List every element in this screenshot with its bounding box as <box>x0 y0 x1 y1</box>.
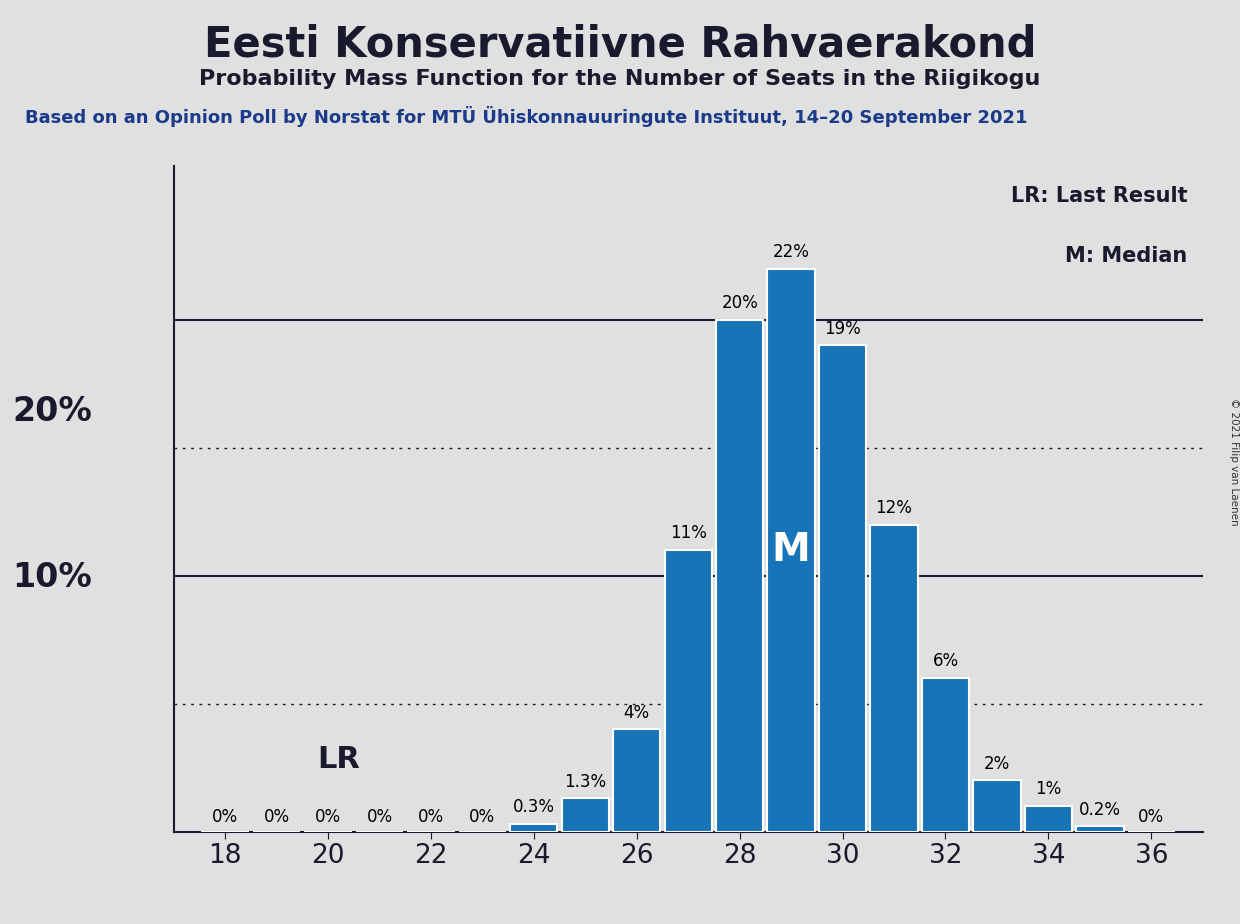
Text: 0%: 0% <box>469 808 496 826</box>
Text: 0%: 0% <box>366 808 393 826</box>
Bar <box>613 729 661 832</box>
Text: 0%: 0% <box>418 808 444 826</box>
Text: 0%: 0% <box>1138 808 1164 826</box>
Text: LR: LR <box>317 746 360 774</box>
Bar <box>1024 806 1073 832</box>
Bar <box>1076 826 1123 832</box>
Text: © 2021 Filip van Laenen: © 2021 Filip van Laenen <box>1229 398 1239 526</box>
Bar <box>973 781 1021 832</box>
Bar <box>510 824 558 832</box>
Bar <box>921 678 970 832</box>
Text: 4%: 4% <box>624 703 650 722</box>
Text: M: M <box>771 531 811 569</box>
Text: 0%: 0% <box>212 808 238 826</box>
Text: 6%: 6% <box>932 652 959 671</box>
Text: 11%: 11% <box>670 525 707 542</box>
Text: M: Median: M: Median <box>1065 246 1188 266</box>
Text: 0.3%: 0.3% <box>513 798 554 816</box>
Text: 22%: 22% <box>773 243 810 261</box>
Text: Probability Mass Function for the Number of Seats in the Riigikogu: Probability Mass Function for the Number… <box>200 69 1040 90</box>
Text: Based on an Opinion Poll by Norstat for MTÜ Ühiskonnauuringute Instituut, 14–20 : Based on an Opinion Poll by Norstat for … <box>25 106 1027 128</box>
Text: 19%: 19% <box>825 320 861 338</box>
Text: 1.3%: 1.3% <box>564 772 606 791</box>
Text: LR: Last Result: LR: Last Result <box>1011 187 1188 206</box>
Text: 20%: 20% <box>722 294 758 312</box>
Text: 12%: 12% <box>875 499 913 517</box>
Bar <box>818 346 867 832</box>
Text: 0%: 0% <box>263 808 290 826</box>
Bar <box>715 320 764 832</box>
Text: 1%: 1% <box>1035 781 1061 798</box>
Bar <box>562 798 609 832</box>
Text: 2%: 2% <box>983 755 1011 772</box>
Bar <box>665 550 712 832</box>
Text: 10%: 10% <box>12 561 92 594</box>
Text: 0%: 0% <box>315 808 341 826</box>
Bar <box>768 269 815 832</box>
Text: 0.2%: 0.2% <box>1079 801 1121 819</box>
Text: Eesti Konservatiivne Rahvaerakond: Eesti Konservatiivne Rahvaerakond <box>203 23 1037 65</box>
Bar <box>870 525 918 832</box>
Text: 20%: 20% <box>12 395 92 428</box>
